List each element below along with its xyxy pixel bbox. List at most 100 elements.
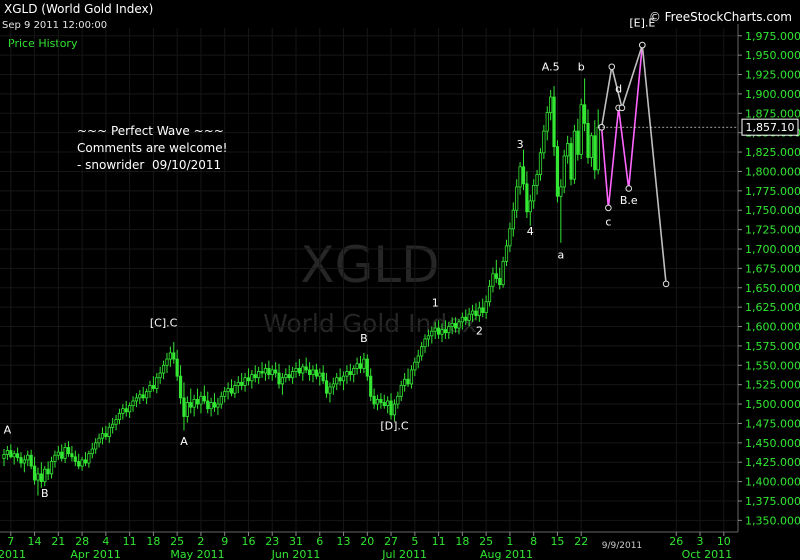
y-tick-label: 1,475.000 bbox=[745, 417, 800, 430]
candle-body bbox=[2, 454, 6, 459]
candle-body bbox=[535, 174, 539, 186]
x-day-label: 18 bbox=[146, 535, 160, 548]
candle-body bbox=[263, 367, 268, 374]
x-day-label: 25 bbox=[479, 535, 493, 548]
candle-body bbox=[226, 388, 230, 393]
wave-label: [C].C bbox=[150, 317, 178, 330]
candle-body bbox=[440, 329, 444, 335]
candle-body bbox=[406, 378, 410, 385]
wave-label: d bbox=[615, 82, 622, 95]
wave-label: B bbox=[41, 487, 49, 500]
candle-body bbox=[562, 155, 566, 188]
candle-body bbox=[552, 96, 556, 148]
candle-body bbox=[518, 166, 522, 188]
candle-body bbox=[19, 457, 23, 464]
candle-body bbox=[229, 388, 234, 394]
candle-body bbox=[155, 377, 159, 389]
x-day-label: 18 bbox=[455, 535, 469, 548]
candle-body bbox=[362, 358, 366, 369]
x-day-label: 9 bbox=[221, 535, 228, 548]
candle-body bbox=[491, 273, 495, 287]
candle-body bbox=[219, 395, 223, 405]
candle-body bbox=[175, 358, 179, 377]
y-tick-label: 1,550.000 bbox=[745, 359, 800, 372]
y-tick-label: 1,700.000 bbox=[745, 243, 800, 256]
x-day-label: 10 bbox=[717, 535, 731, 548]
candlesticks bbox=[2, 78, 600, 496]
candle-body bbox=[504, 245, 509, 262]
candle-body bbox=[66, 447, 71, 455]
y-axis: 1,350.000 1,375.000 1,400.000 1,425.000 1,45… bbox=[598, 30, 800, 527]
candle-body bbox=[460, 316, 464, 323]
x-month-label: 9/9/2011 bbox=[602, 541, 642, 551]
candle-body bbox=[260, 371, 264, 374]
candle-body bbox=[430, 330, 434, 337]
x-day-label: 31 bbox=[289, 535, 303, 548]
candle-body bbox=[246, 377, 251, 382]
candle-body bbox=[257, 371, 261, 379]
y-tick-label: 1,650.000 bbox=[745, 282, 800, 295]
wave-label: [D].C bbox=[380, 420, 409, 433]
x-month-label: Oct 2011 bbox=[682, 548, 733, 560]
candle-body bbox=[199, 395, 203, 405]
candle-body bbox=[572, 130, 577, 180]
candle-body bbox=[569, 143, 573, 180]
candle-body bbox=[324, 380, 329, 394]
wave-label: a bbox=[557, 248, 564, 261]
last-price-box bbox=[741, 118, 799, 136]
x-day-label: 26 bbox=[669, 535, 683, 548]
candle-body bbox=[73, 456, 77, 462]
candle-body bbox=[420, 346, 424, 357]
grid bbox=[0, 24, 739, 533]
candle-body bbox=[365, 358, 369, 377]
comment-line: - snowrider 09/10/2011 bbox=[77, 158, 222, 172]
candle-body bbox=[284, 374, 288, 379]
candle-body bbox=[593, 135, 597, 171]
x-day-label: 16 bbox=[241, 535, 255, 548]
x-day-label: 27 bbox=[384, 535, 398, 548]
y-tick-label: 1,350.000 bbox=[745, 514, 800, 527]
candle-body bbox=[12, 453, 16, 458]
candle-body bbox=[447, 326, 451, 334]
projection-pink-line bbox=[600, 45, 644, 208]
candle-body bbox=[53, 454, 57, 462]
x-day-label: 11 bbox=[123, 535, 137, 548]
candle-body bbox=[56, 451, 60, 456]
candle-body bbox=[223, 391, 227, 397]
projection-point bbox=[625, 185, 633, 192]
candle-body bbox=[437, 327, 441, 335]
wave-label: 2 bbox=[476, 324, 483, 337]
candle-body bbox=[297, 367, 301, 374]
candle-body bbox=[467, 313, 471, 321]
candle-body bbox=[301, 366, 305, 374]
candle-body bbox=[185, 402, 189, 417]
candle-body bbox=[287, 374, 291, 379]
y-tick-label: 1,625.000 bbox=[745, 301, 800, 314]
candle-body bbox=[5, 450, 9, 455]
candle-body bbox=[134, 397, 139, 402]
last-price-label: 1,857.10 bbox=[746, 121, 795, 134]
candle-body bbox=[345, 371, 349, 377]
candle-body bbox=[26, 454, 30, 461]
candle-body bbox=[9, 450, 13, 458]
candle-body bbox=[49, 461, 54, 475]
price-history-label[interactable]: Price History bbox=[8, 37, 78, 50]
candle-body bbox=[158, 372, 162, 379]
candle-body bbox=[335, 377, 339, 385]
candle-body bbox=[87, 453, 91, 464]
candle-body bbox=[521, 166, 526, 185]
candle-body bbox=[243, 377, 247, 386]
candle-body bbox=[396, 395, 400, 405]
x-day-label: 14 bbox=[28, 535, 42, 548]
candle-body bbox=[212, 402, 217, 408]
candle-body bbox=[294, 367, 298, 372]
candle-body bbox=[382, 402, 386, 407]
candle-body bbox=[470, 310, 475, 315]
candle-body bbox=[178, 375, 183, 399]
projection-gray-line bbox=[600, 44, 667, 284]
y-tick-label: 1,750.000 bbox=[745, 204, 800, 217]
candle-body bbox=[487, 285, 492, 303]
candle-body bbox=[538, 152, 543, 175]
candle-body bbox=[274, 369, 278, 374]
